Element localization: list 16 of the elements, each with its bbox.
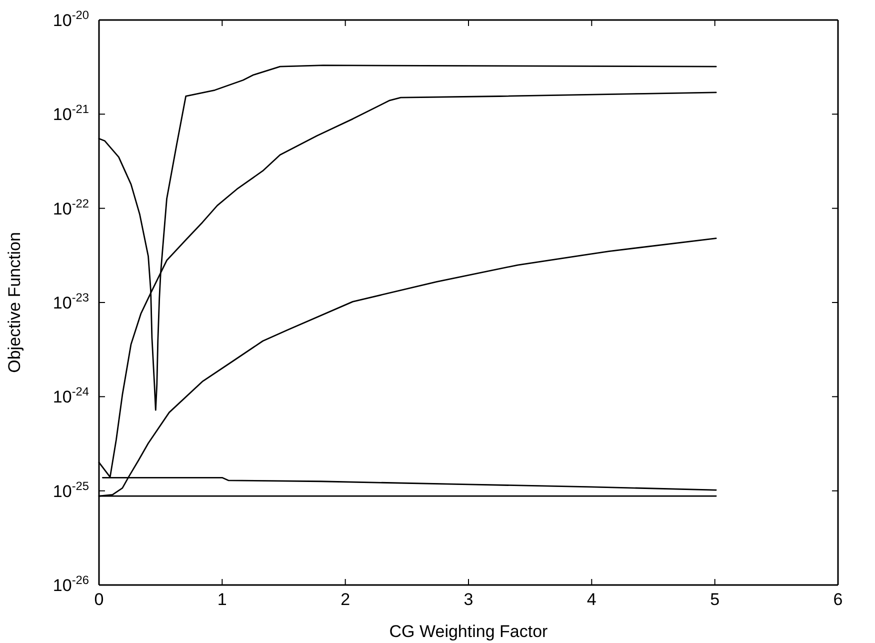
x-axis-title: CG Weighting Factor — [389, 622, 548, 641]
y-tick-label: 10$^{-20}$ — [52, 8, 90, 30]
y-axis-title: Objective Function — [5, 232, 24, 373]
x-tick-label: 0 — [94, 590, 104, 609]
y-tick-label: 10$^{-22}$ — [52, 196, 90, 218]
y-tick-label: 10$^{-21}$ — [52, 102, 90, 124]
x-tick-label: 5 — [710, 590, 720, 609]
y-tick-label: 10$^{-25}$ — [52, 478, 90, 501]
x-tick-label: 2 — [340, 590, 350, 609]
x-tick-label: 6 — [833, 590, 843, 609]
y-tick-label: 10$^{-24}$ — [52, 384, 90, 407]
y-tick-label: 10$^{-23}$ — [52, 290, 90, 312]
y-tick-label: 10$^{-26}$ — [52, 573, 90, 595]
x-tick-label: 4 — [586, 590, 596, 609]
x-tick-label: 3 — [464, 590, 474, 609]
x-tick-label: 1 — [217, 590, 227, 609]
